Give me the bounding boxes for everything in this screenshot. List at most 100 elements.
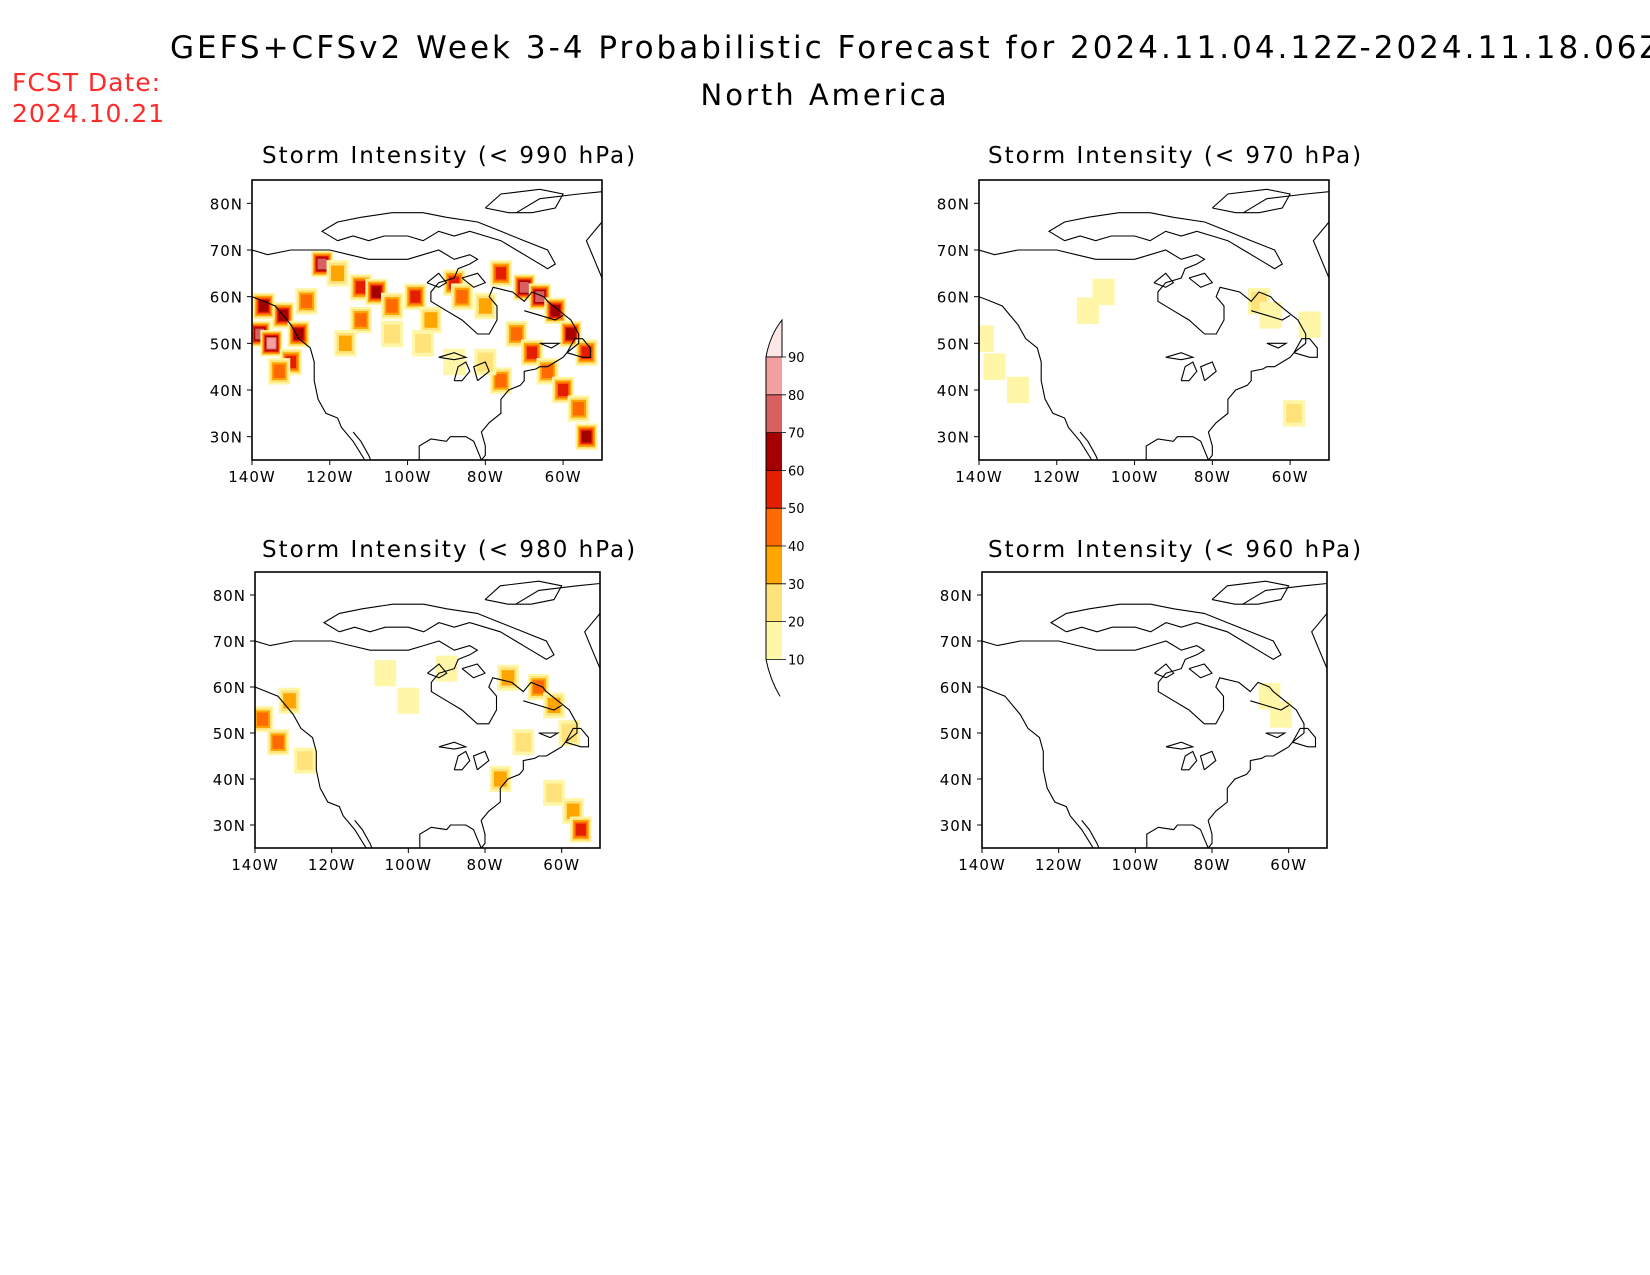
coastline-segment — [539, 342, 562, 349]
probability-cell — [526, 346, 538, 359]
coastline-segment — [1200, 361, 1217, 382]
lat-tick-label: 80N — [213, 587, 246, 605]
lon-tick-label: 80W — [467, 856, 504, 874]
probability-cell — [449, 276, 460, 289]
coastline-segment — [524, 310, 564, 321]
probability-cell — [519, 281, 529, 293]
probability-cell — [456, 289, 468, 304]
lon-tick-label: 100W — [385, 856, 432, 874]
coastline-segment — [1079, 431, 1099, 460]
colorbar-swatch — [766, 508, 782, 546]
colorbar-swatch — [766, 621, 782, 660]
lon-tick-label: 140W — [228, 468, 275, 486]
lon-tick-label: 120W — [1033, 468, 1080, 486]
lon-tick-label: 140W — [958, 856, 1005, 874]
colorbar-swatch — [766, 357, 782, 395]
lon-tick-label: 60W — [1272, 468, 1309, 486]
coastline — [982, 580, 1327, 848]
coastline-segment — [438, 741, 468, 750]
probability-cell — [581, 430, 592, 443]
lon-tick-label: 80W — [1194, 468, 1231, 486]
probability-cell — [541, 364, 554, 379]
lat-tick-label: 50N — [210, 335, 243, 353]
colorbar-swatch — [766, 394, 782, 433]
colorbar-label: 40 — [788, 540, 805, 555]
map-frame — [981, 571, 1328, 849]
coastline-segment — [484, 188, 564, 214]
coastline-segment — [1180, 361, 1198, 382]
coastline — [979, 188, 1329, 460]
lat-tick-label: 60N — [940, 679, 973, 697]
colorbar-label: 60 — [788, 464, 805, 479]
lon-tick-label: 140W — [955, 468, 1002, 486]
coastline-segment — [438, 352, 468, 361]
coastline-segment — [565, 727, 590, 748]
panel-title-990: Storm Intensity (< 990 hPa) — [262, 143, 638, 169]
probability-cell — [581, 346, 592, 359]
coastline-segment — [322, 603, 555, 661]
colorbar-label: 10 — [788, 653, 805, 668]
lon-tick-label: 120W — [1035, 856, 1082, 874]
coastline-segment — [255, 686, 367, 848]
probability-cell — [501, 670, 515, 686]
probability-cell — [371, 286, 382, 298]
probability-cell — [1286, 403, 1302, 423]
coastline — [252, 188, 602, 460]
panel-title-960: Storm Intensity (< 960 hPa) — [988, 537, 1364, 563]
lat-tick-label: 50N — [940, 725, 973, 743]
coastline-segment — [538, 732, 560, 739]
lat-tick-label: 70N — [210, 242, 243, 260]
probability-cell — [355, 281, 367, 294]
lon-tick-label: 120W — [306, 468, 353, 486]
probability-cell — [573, 401, 585, 416]
coastline-segment — [1049, 603, 1282, 661]
probability-cell — [546, 783, 562, 803]
colorbar-top-arrow — [765, 318, 783, 358]
lat-tick-label: 60N — [937, 289, 970, 307]
coastline-segment — [320, 212, 557, 270]
probability-cell — [435, 655, 458, 682]
coastline-segment — [979, 249, 1307, 460]
colorbar-swatch — [766, 470, 782, 509]
coastline-segment — [515, 582, 600, 669]
coastline-segment — [352, 431, 372, 460]
probability-cell — [424, 312, 438, 328]
lon-tick-label: 60W — [1270, 856, 1307, 874]
coastline-segment — [516, 191, 602, 279]
probability-cell — [317, 258, 327, 270]
lon-tick-label: 100W — [1112, 856, 1159, 874]
panel-title-980: Storm Intensity (< 980 hPa) — [262, 537, 638, 563]
probability-cell — [566, 803, 580, 819]
probability-cell — [331, 265, 344, 282]
coastline-segment — [1154, 663, 1175, 679]
probability-cell — [384, 324, 400, 344]
lon-tick-label: 80W — [1194, 856, 1231, 874]
coastline-segment — [1251, 310, 1291, 321]
probability-cell — [566, 328, 576, 340]
colorbar-swatch — [766, 432, 782, 471]
lat-tick-label: 50N — [937, 335, 970, 353]
coastline-segment — [461, 272, 487, 288]
lat-tick-label: 40N — [940, 771, 973, 789]
probability-cell — [338, 335, 352, 352]
probability-cell — [495, 267, 507, 280]
forecast-date-value: 2024.10.21 — [12, 99, 166, 128]
probability-cell — [535, 291, 545, 303]
map-frame — [251, 179, 603, 461]
coastline-segment — [1242, 582, 1327, 669]
probability-cell — [510, 327, 523, 341]
coastline-segment — [1165, 352, 1195, 361]
coastline-segment — [566, 338, 591, 358]
lat-tick-label: 60N — [210, 289, 243, 307]
probability-cell — [293, 328, 304, 340]
probability-cell — [410, 290, 421, 303]
forecast-date-label: FCST Date: — [12, 68, 162, 97]
colorbar-label: 20 — [788, 616, 805, 631]
coastline-segment — [1153, 272, 1175, 288]
map-frame — [978, 179, 1330, 461]
coastline-segment — [252, 296, 366, 460]
lat-tick-label: 50N — [213, 725, 246, 743]
